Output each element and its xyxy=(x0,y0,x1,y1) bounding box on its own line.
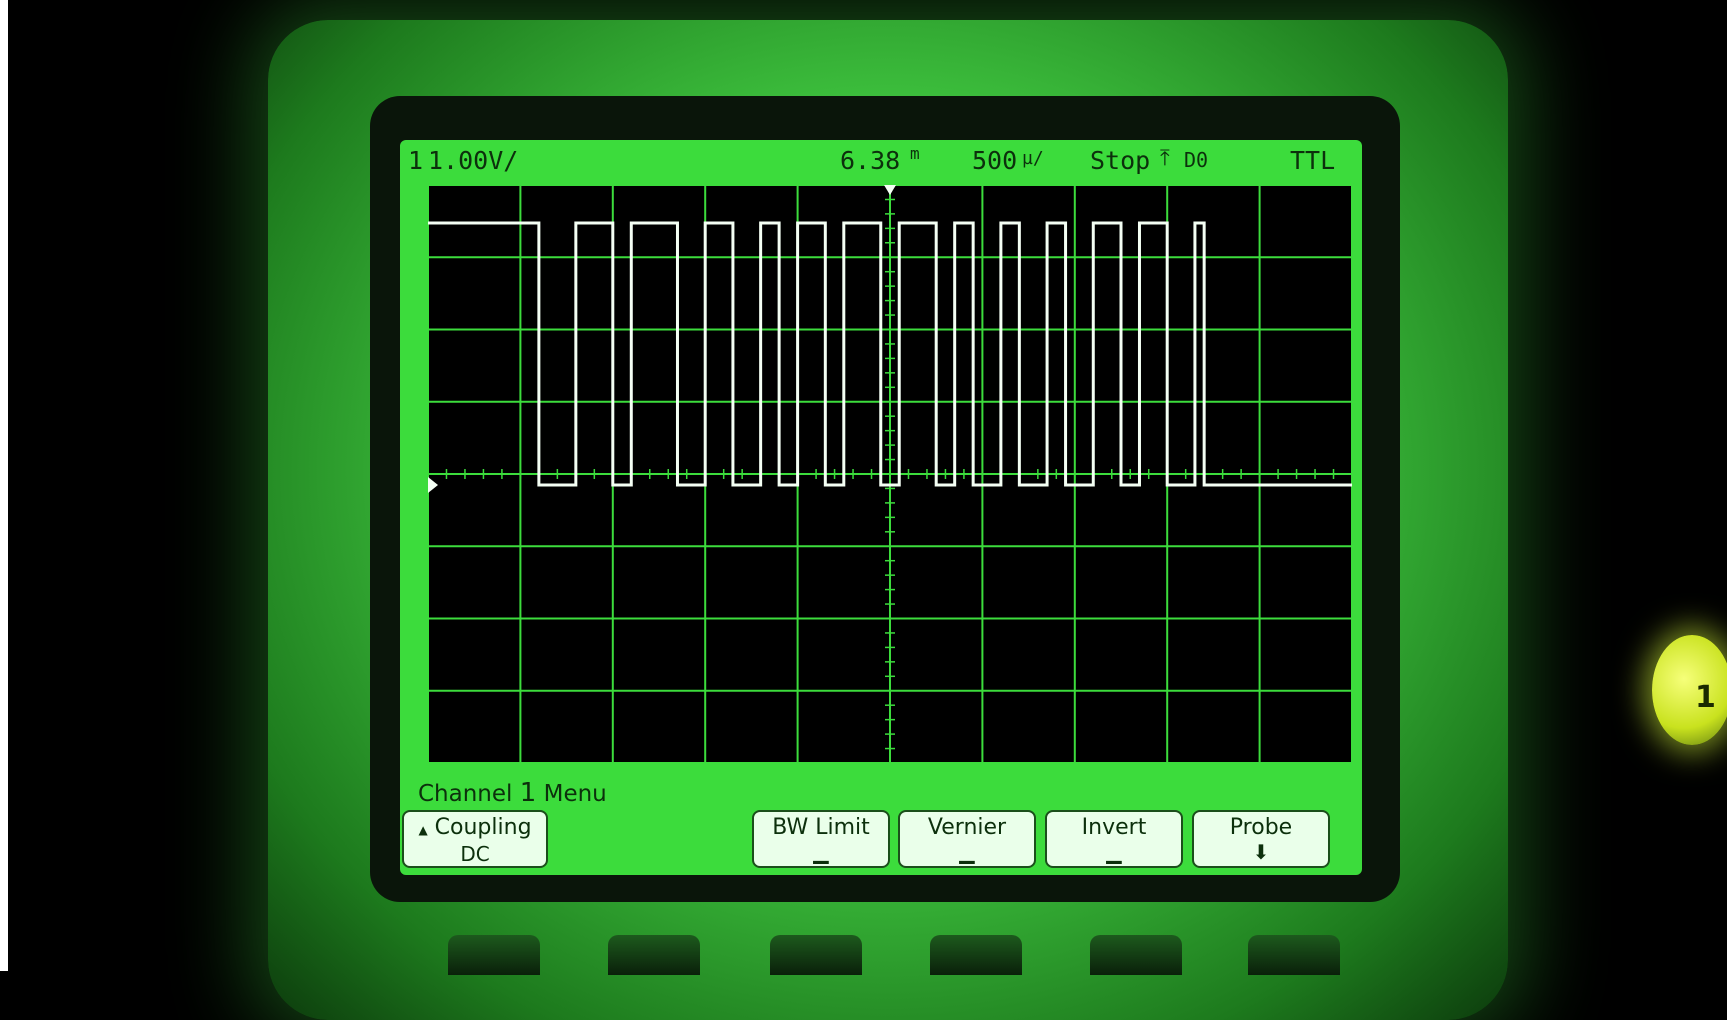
checkbox-icon: ▁ xyxy=(813,840,829,864)
time-per-div-value: 500 xyxy=(972,146,1018,175)
trigger-marker-icon xyxy=(884,185,896,195)
trigger-delay-value: 6.38 xyxy=(840,146,901,175)
graticule xyxy=(428,185,1352,763)
bw-limit-label: BW Limit xyxy=(772,815,870,840)
invert-softkey[interactable]: Invert ▁ xyxy=(1045,810,1183,868)
channel-number: 1 xyxy=(408,146,424,175)
trigger-delay-unit: m xyxy=(910,144,920,163)
checkbox-icon: ▁ xyxy=(959,840,975,864)
coupling-softkey[interactable]: ▲ Coupling DC xyxy=(402,810,548,868)
hw-softkey-4[interactable] xyxy=(930,935,1022,975)
trigger-edge-icon: ⤒ xyxy=(1160,146,1170,171)
checkbox-icon: ▁ xyxy=(1106,840,1122,864)
channel-1-button[interactable] xyxy=(1652,635,1727,745)
waveform-display xyxy=(428,185,1352,763)
probe-label: Probe xyxy=(1229,815,1293,840)
menu-title-suffix: Menu xyxy=(543,781,607,807)
hw-softkey-3[interactable] xyxy=(770,935,862,975)
ground-marker-icon xyxy=(428,477,438,493)
volts-per-div: 1.00V/ xyxy=(428,146,519,175)
run-state: Stop xyxy=(1090,146,1151,175)
hw-softkey-6[interactable] xyxy=(1248,935,1340,975)
hw-softkey-2[interactable] xyxy=(608,935,700,975)
coupling-label: Coupling xyxy=(434,815,532,840)
image-border xyxy=(0,0,8,971)
coupling-value: DC xyxy=(460,842,490,866)
menu-channel-number: 1 xyxy=(519,778,537,808)
vernier-softkey[interactable]: Vernier ▁ xyxy=(898,810,1036,868)
trigger-source: D0 xyxy=(1184,148,1209,172)
invert-label: Invert xyxy=(1081,815,1147,840)
bw-limit-softkey[interactable]: BW Limit ▁ xyxy=(752,810,890,868)
menu-title-prefix: Channel xyxy=(418,781,513,807)
time-per-div-unit: µ/ xyxy=(1022,148,1044,169)
vernier-label: Vernier xyxy=(927,815,1007,840)
up-arrow-icon: ▲ xyxy=(418,823,428,837)
waveform-trace xyxy=(428,221,1352,487)
menu-title: Channel 1 Menu xyxy=(418,778,607,808)
probe-softkey[interactable]: Probe ⬇ xyxy=(1192,810,1330,868)
hw-softkey-1[interactable] xyxy=(448,935,540,975)
threshold-label: TTL xyxy=(1290,146,1336,175)
hw-softkey-5[interactable] xyxy=(1090,935,1182,975)
down-arrow-icon: ⬇ xyxy=(1252,840,1270,864)
channel-1-button-label: 1 xyxy=(1695,680,1716,715)
status-bar: 1 1.00V/ 6.38 m 500 µ/ Stop ⤒ D0 TTL xyxy=(400,140,1362,180)
oscilloscope-display: 1 1.00V/ 6.38 m 500 µ/ Stop ⤒ D0 TTL Cha… xyxy=(400,140,1362,875)
